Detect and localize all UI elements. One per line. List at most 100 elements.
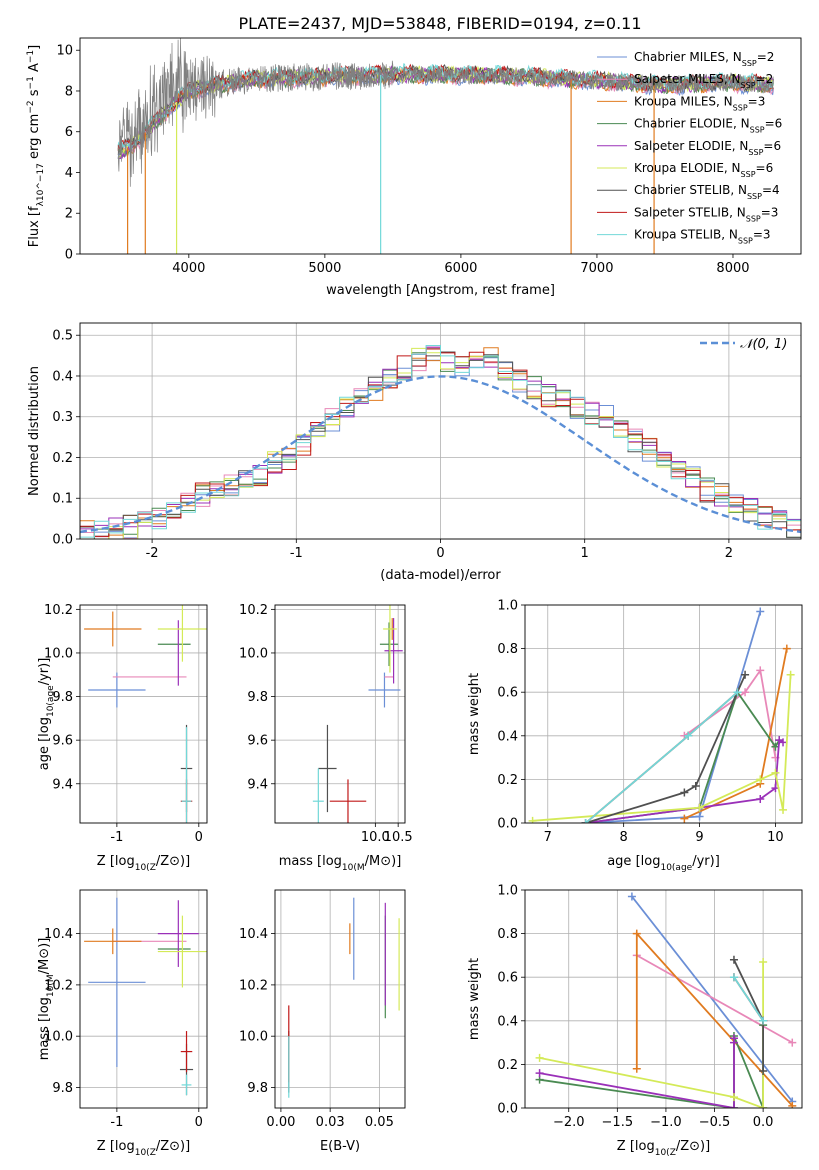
y-tick-label: 10.2 (44, 603, 73, 618)
weight-marker (759, 1104, 768, 1108)
weight-marker (788, 1101, 797, 1108)
x-axis-label: Z [log10(Z/Z⊙)] (97, 1139, 190, 1158)
y-tick-label: 1.0 (497, 884, 518, 899)
y-tick-label: 0.4 (52, 369, 73, 384)
y-tick-label: 9.4 (52, 777, 73, 792)
weight-line (636, 954, 793, 1044)
x-tick-label: 0 (436, 546, 444, 561)
y-tick-label: 0.0 (497, 1102, 518, 1117)
axes-frame (524, 604, 803, 824)
y-tick-label: 0 (65, 248, 73, 263)
weight-marker (771, 768, 780, 777)
axis-label: age [log10(age/yr)] (607, 854, 720, 873)
weight-marker (788, 1038, 797, 1047)
weight-marker (786, 670, 795, 679)
axis-label: Normed distribution (27, 366, 42, 496)
axis-label: mass [log10(M/M⊙)] (37, 938, 56, 1061)
weight-marker (632, 929, 641, 938)
histogram-step (80, 345, 801, 539)
plot-area (84, 897, 207, 1096)
weight-marker (759, 957, 768, 966)
y-tick-label: 0.2 (497, 773, 518, 788)
x-tick-label: 10.0 (361, 830, 390, 845)
x-axis-label: wavelength [Angstrom, rest frame] (326, 283, 555, 298)
weight-marker (779, 738, 788, 747)
x-axis-label: mass [log10(M/M⊙)] (279, 854, 402, 873)
axes-frame (79, 37, 802, 255)
plot-area (535, 892, 797, 1108)
legend-label: Salpeter ELODIE, NSSP=6 (634, 139, 781, 157)
weight-marker (729, 955, 738, 964)
legend-label: Kroupa MILES, NSSP=3 (634, 94, 765, 112)
x-axis-label: E(B-V) (320, 1139, 360, 1154)
y-tick-label: 0.0 (52, 533, 73, 548)
weight-line (585, 690, 780, 823)
legend-label: Chabrier MILES, NSSP=2 (634, 50, 774, 68)
x-tick-label: 4000 (172, 261, 205, 276)
y-tick-label: 0.1 (52, 492, 73, 507)
plot-area (84, 605, 207, 823)
y-tick-label: 10.0 (44, 646, 73, 661)
plot-area (312, 605, 403, 823)
y-tick-label: 10.2 (239, 978, 268, 993)
normal-curve (80, 375, 801, 534)
axes-frame (274, 604, 406, 824)
x-tick-label: 9 (695, 830, 703, 845)
y-tick-label: 10.0 (239, 1030, 268, 1045)
axis-label: age [log10(age/yr)] (37, 658, 56, 771)
weight-marker (581, 819, 590, 823)
weight-marker (680, 814, 689, 823)
legend-label: Kroupa ELODIE, NSSP=6 (634, 161, 773, 179)
x-tick-label: −0.5 (699, 1115, 731, 1130)
x-tick-label: 0 (195, 1115, 203, 1130)
x-tick-label: 7000 (580, 261, 613, 276)
x-tick-label: 7 (544, 830, 552, 845)
x-tick-label: -1 (110, 1115, 123, 1130)
legend-label: Salpeter STELIB, NSSP=3 (634, 205, 778, 223)
y-tick-label: 0.4 (497, 1014, 518, 1029)
y-tick-label: 10.4 (239, 927, 268, 942)
legend: Chabrier MILES, NSSP=2 Salpeter MILES, NS… (597, 50, 782, 245)
plot-area (117, 38, 774, 254)
legend-label: Chabrier ELODIE, NSSP=6 (634, 117, 782, 135)
x-tick-label: −1.5 (602, 1115, 634, 1130)
x-tick-label: 5000 (308, 261, 341, 276)
y-tick-label: 9.8 (247, 690, 268, 705)
weight-marker (741, 688, 750, 697)
weight-marker (756, 607, 765, 616)
panel-age_vs_Z: -1 0 9.4 9.6 9.8 10.0 10.2 Z [log10(Z/Z⊙)] age [… (37, 603, 208, 873)
weight-line (539, 961, 764, 1108)
panel-weight_vs_Z: −2.0 −1.5 −1.0 −0.5 0.0 0.0 0.2 0.4 0.6 0.8 1.0 Z [… (467, 884, 803, 1158)
y-tick-label: 0.2 (52, 451, 73, 466)
plot-area (528, 607, 795, 823)
panel-weight_vs_age: 7 8 9 10 0.0 0.2 0.4 0.6 0.8 1.0 age [log10(age/yr… (467, 599, 803, 873)
y-tick-label: 9.4 (247, 777, 268, 792)
x-tick-label: -1 (110, 830, 123, 845)
weight-marker (691, 781, 700, 790)
weight-marker (729, 1093, 738, 1102)
y-tick-label: 0.5 (52, 329, 73, 344)
y-tick-label: 0.2 (497, 1058, 518, 1073)
weight-line (532, 674, 792, 822)
panel-mass_vs_Z: -1 0 9.8 10.0 10.2 10.4 Z [log10(Z/Z⊙)] mass [l… (37, 889, 208, 1158)
weight-marker (729, 973, 738, 982)
y-tick-label: 0.8 (497, 927, 518, 942)
y-tick-label: 10.0 (44, 1030, 73, 1045)
weight-marker (695, 803, 704, 812)
y-tick-label: 9.8 (52, 690, 73, 705)
figure-title: PLATE=2437, MJD=53848, FIBERID=0194, z=0… (238, 14, 641, 33)
x-tick-label: 0.05 (365, 1115, 394, 1130)
weight-marker (729, 1034, 738, 1043)
x-tick-label: 2 (725, 546, 733, 561)
weight-marker (759, 1016, 768, 1025)
x-tick-label: 0.00 (266, 1115, 295, 1130)
y-tick-label: 0.4 (497, 729, 518, 744)
x-tick-label: 0.03 (316, 1115, 345, 1130)
y-tick-label: 4 (65, 166, 73, 181)
axes-frame (79, 604, 208, 824)
y-tick-label: 10.0 (239, 646, 268, 661)
axis-label: Z [log10(Z/Z⊙)] (617, 1139, 710, 1158)
x-tick-label: 0.0 (753, 1115, 774, 1130)
axes-frame (79, 889, 208, 1109)
